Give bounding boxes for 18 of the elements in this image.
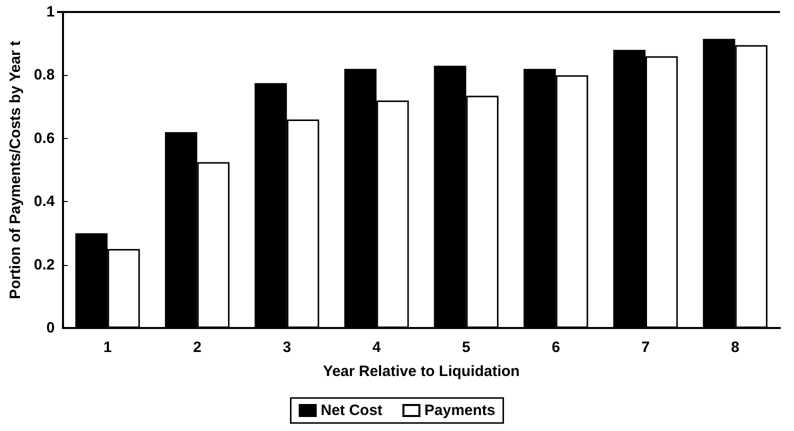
y-tick-label: 0 [46,320,55,336]
legend-label: Payments [424,402,496,419]
y-tick-label: 0.6 [34,130,55,147]
x-tick-label: 2 [193,339,202,356]
x-axis-title: Year Relative to Liquidation [323,363,520,380]
y-tick-label: 0.8 [34,66,55,84]
legend-label: Net Cost [320,402,382,419]
y-axis-title: Portion of Payments/Costs by Year t [7,40,24,300]
x-tick-label: 1 [103,339,112,356]
x-tick-label: 4 [372,339,382,356]
x-tick-label: 6 [552,339,560,356]
y-tick-label: 0.4 [34,193,56,210]
x-tick-label: 5 [462,339,470,356]
y-tick-label: 0.2 [34,256,55,274]
x-tick-label: 3 [282,339,292,356]
y-tick-label: 1 [46,4,55,20]
x-tick-label: 8 [731,339,740,356]
x-tick-label: 7 [641,339,650,356]
